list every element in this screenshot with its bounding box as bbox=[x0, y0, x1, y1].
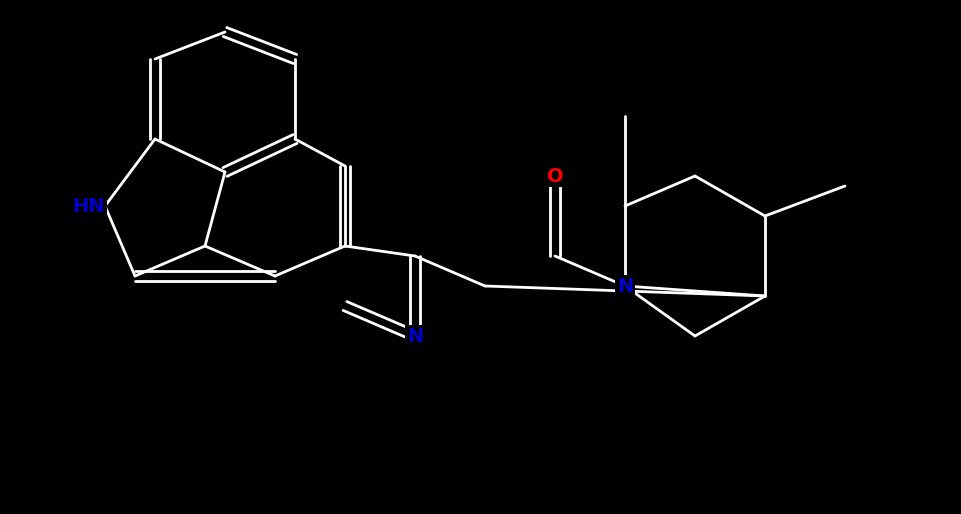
Text: HN: HN bbox=[72, 196, 105, 215]
Text: O: O bbox=[546, 167, 563, 186]
Text: N: N bbox=[616, 277, 632, 296]
Text: N: N bbox=[407, 326, 423, 345]
